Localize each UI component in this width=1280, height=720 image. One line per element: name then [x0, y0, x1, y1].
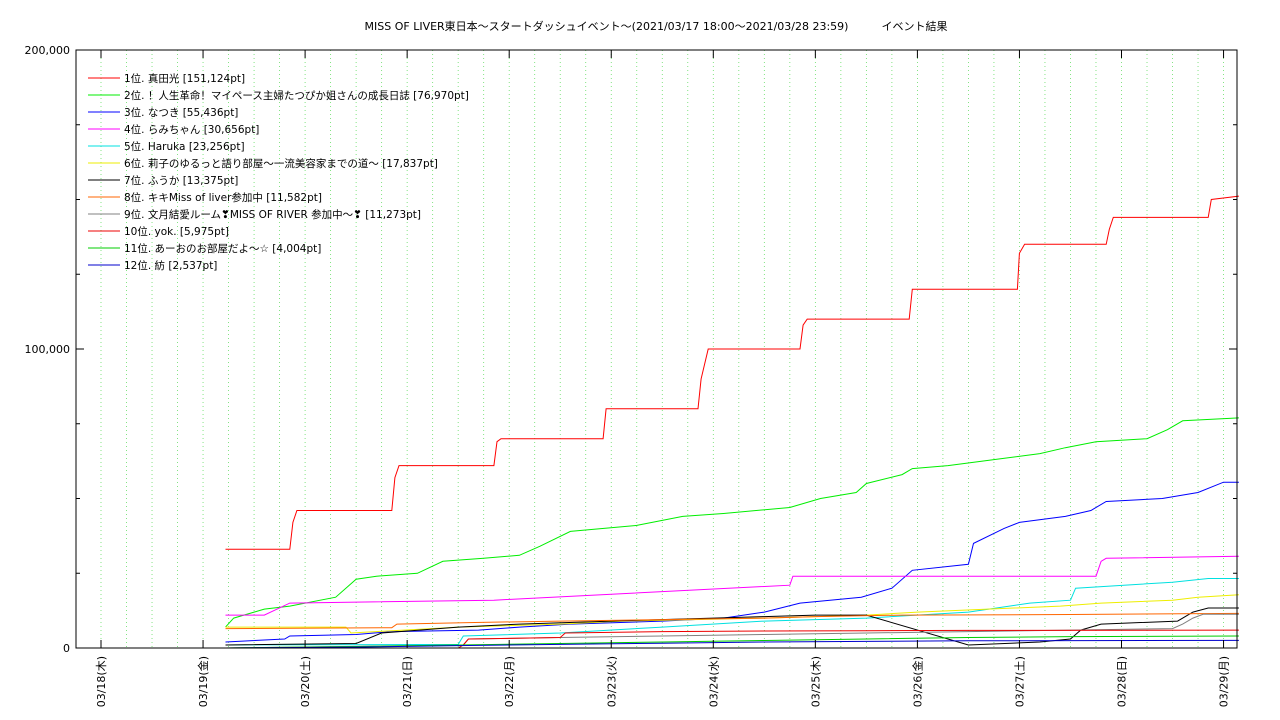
- series-line-8: [225, 612, 1239, 630]
- legend-label-11: 11位. あーおのお部屋だよ〜☆ [4,004pt]: [124, 242, 321, 255]
- y-tick-label: 0: [63, 642, 70, 655]
- series-line-12: [225, 639, 1239, 649]
- x-tick-label: 03/24(水): [707, 656, 720, 707]
- x-tick-label: 03/19(金): [196, 656, 210, 707]
- legend-label-5: 5位. Haruka [23,256pt]: [124, 140, 245, 153]
- plot-frame: [75, 49, 1238, 649]
- chart-title: MISS OF LIVER東日本〜スタートダッシュイベント〜(2021/03/1…: [365, 19, 948, 33]
- legend-label-4: 4位. らみちゃん [30,656pt]: [124, 123, 259, 136]
- legend: 1位. 真田光 [151,124pt] 2位. ！人生革命！マイペース主婦たつぴか…: [88, 72, 469, 272]
- grid: [100, 50, 1224, 648]
- series-line-4: [225, 555, 1239, 616]
- legend-label-7: 7位. ふうか [13,375pt]: [124, 174, 238, 187]
- series-line-1: [225, 195, 1239, 550]
- x-tick-label: 03/20(土): [299, 656, 312, 707]
- x-tick-label: 03/25(木): [809, 656, 822, 707]
- series-line-2: [225, 417, 1239, 628]
- series-line-6: [225, 594, 1239, 634]
- x-tick-label: 03/22(月): [503, 656, 516, 707]
- legend-label-6: 6位. 莉子のゆるっと語り部屋〜一流美容家までの道〜 [17,837pt]: [124, 157, 438, 170]
- x-tick-label: 03/23(火): [605, 656, 618, 707]
- x-tick-label: 03/27(土): [1013, 656, 1026, 707]
- axes: 03/18(木) 03/19(金) 03/20(土) 03/21(日) 03/22(月)…: [25, 44, 1237, 707]
- legend-label-9: 9位. 文月結愛ルーム❣MISS OF RIVER 参加中〜❣ [11,273p…: [124, 208, 421, 221]
- x-tick-label: 03/29(月): [1218, 656, 1231, 707]
- x-tick-label: 03/21(日): [401, 656, 414, 707]
- y-tick-label: 100,000: [25, 343, 71, 356]
- legend-label-10: 10位. yok. [5,975pt]: [124, 225, 229, 238]
- legend-label-2: 2位. ！人生革命！マイペース主婦たつぴか姐さんの成長日誌 [76,970pt]: [124, 89, 469, 102]
- x-tick-label: 03/18(木): [95, 656, 108, 707]
- x-tick-label: 03/28(日): [1116, 656, 1129, 707]
- legend-label-12: 12位. 紡 [2,537pt]: [124, 259, 217, 272]
- series-line-7: [225, 607, 1239, 646]
- x-tick-label: 03/26(金): [910, 656, 924, 707]
- legend-label-1: 1位. 真田光 [151,124pt]: [124, 72, 245, 85]
- legend-label-3: 3位. なつき [55,436pt]: [124, 106, 238, 119]
- legend-label-8: 8位. キキMiss of liver参加中 [11,582pt]: [124, 191, 322, 204]
- series-layer: [225, 195, 1239, 649]
- y-tick-label: 200,000: [25, 44, 71, 57]
